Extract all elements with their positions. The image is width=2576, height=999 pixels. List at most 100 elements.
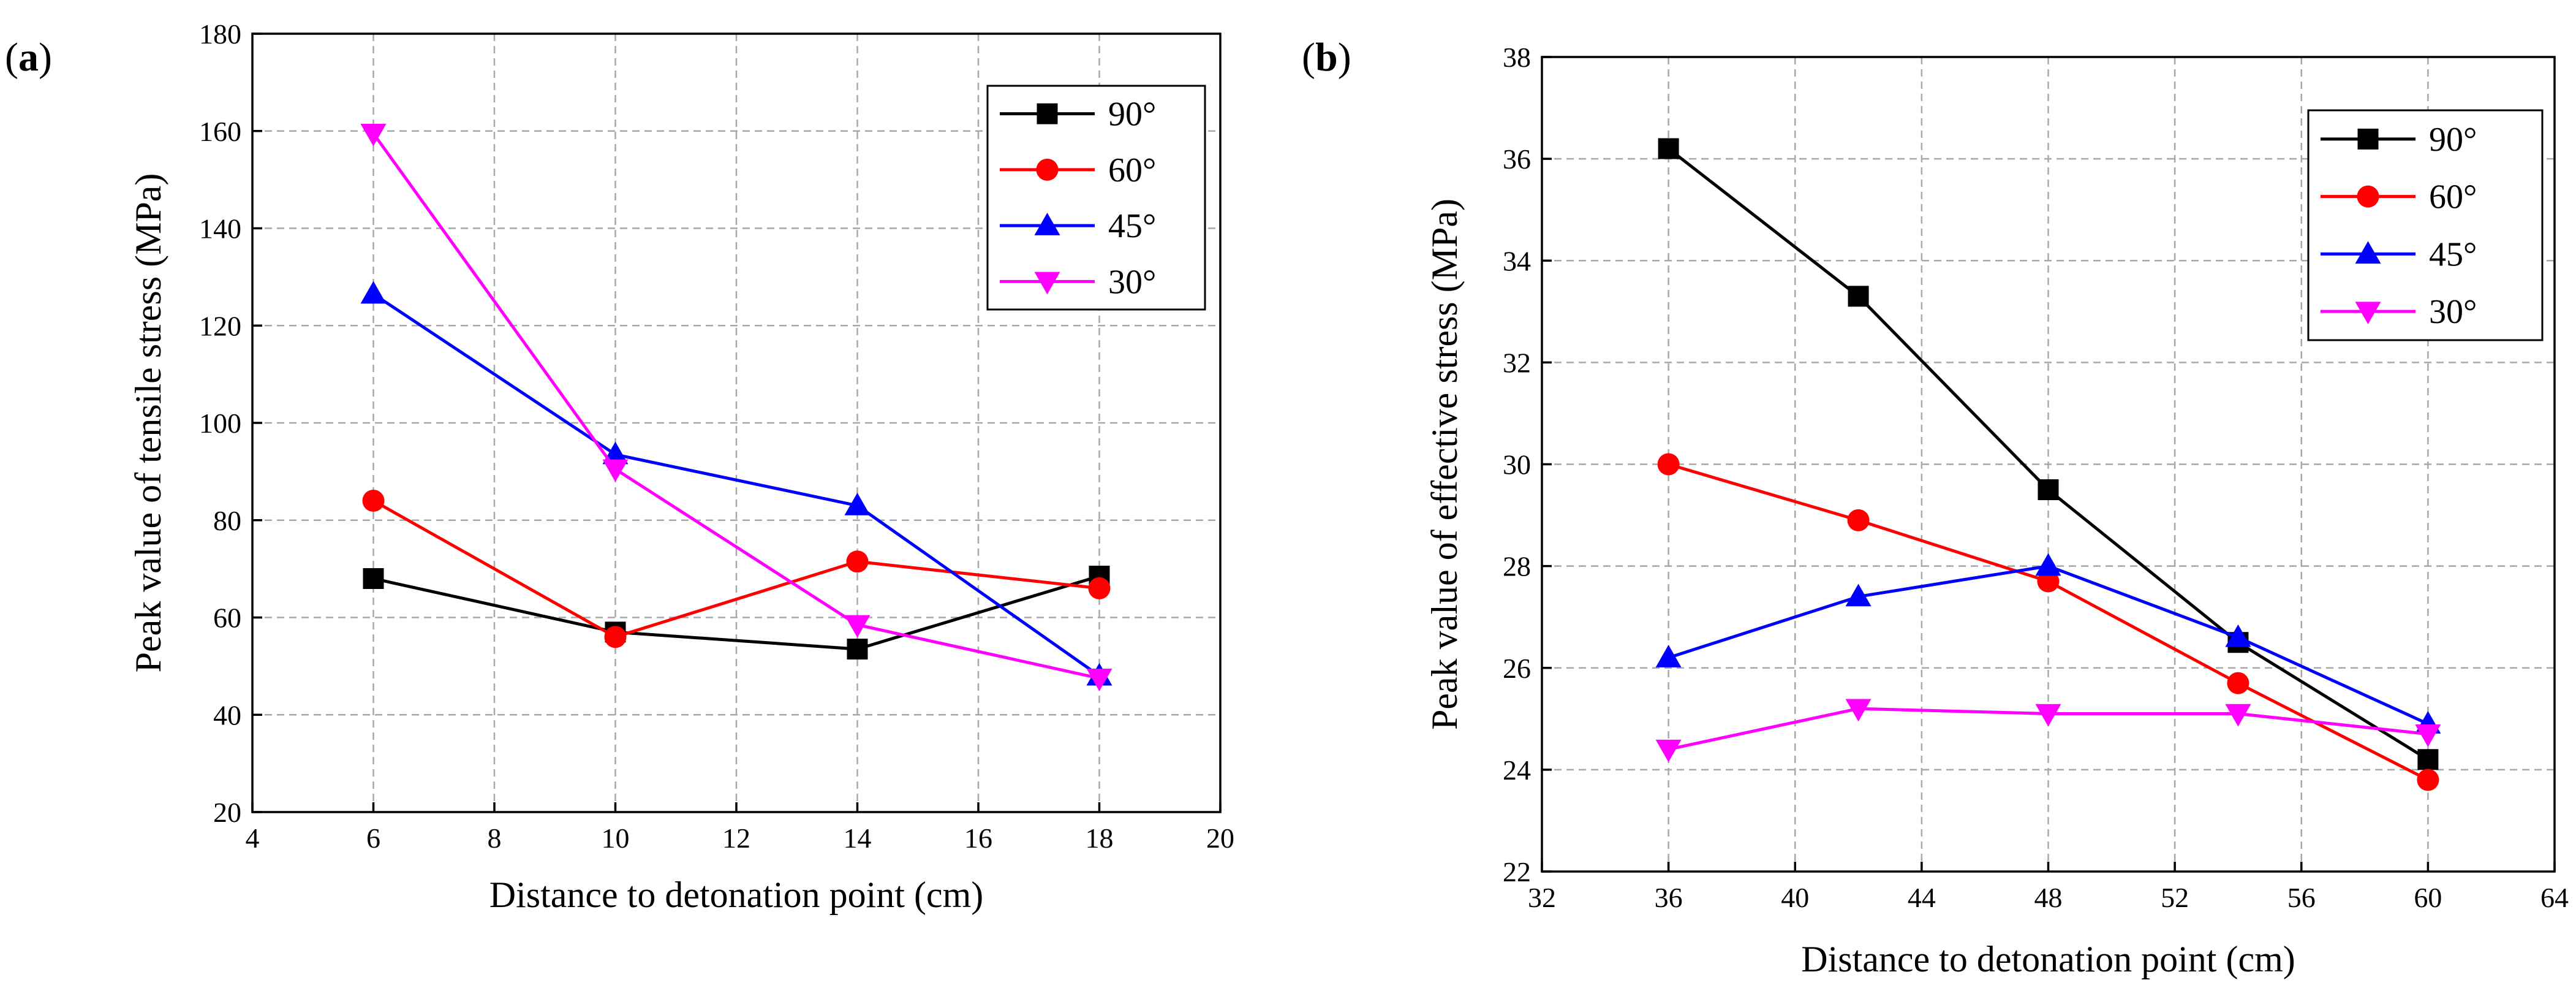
data-point — [360, 123, 387, 146]
legend: 90° 60° 45° 30° — [986, 85, 1206, 311]
x-tick-label: 40 — [1781, 882, 1809, 913]
data-point — [844, 615, 871, 638]
data-point — [2417, 769, 2439, 791]
legend-label: 30° — [2429, 293, 2477, 331]
x-tick-label: 48 — [2034, 882, 2063, 913]
data-point — [602, 459, 629, 482]
x-tick-label: 32 — [1528, 882, 1556, 913]
series-2 — [1655, 553, 2441, 734]
data-point — [847, 639, 868, 660]
x-axis-title: Distance to detonation point (cm) — [489, 875, 983, 915]
x-tick-label: 8 — [488, 822, 502, 854]
y-axis-title: Peak value of tensile stress (MPa) — [128, 173, 168, 673]
data-point — [2227, 672, 2249, 694]
y-tick-label: 160 — [199, 116, 241, 147]
y-tick-label: 34 — [1503, 245, 1531, 276]
legend-marker — [1036, 158, 1059, 181]
data-point — [2225, 704, 2251, 727]
x-tick-label: 14 — [844, 822, 872, 854]
x-tick-label: 12 — [722, 822, 750, 854]
y-tick-label: 22 — [1503, 856, 1531, 887]
x-tick-label: 10 — [602, 822, 630, 854]
legend: 90° 60° 45° 30° — [2307, 109, 2544, 341]
legend-item: 90° — [1000, 96, 1156, 134]
data-point — [1088, 577, 1111, 599]
x-tick-label: 20 — [1206, 822, 1234, 854]
data-point — [1658, 138, 1679, 159]
data-point — [604, 626, 627, 648]
legend-label: 90° — [2429, 121, 2477, 159]
data-point — [2225, 624, 2251, 647]
x-tick-label: 60 — [2414, 882, 2442, 913]
legend-item: 90° — [2321, 121, 2477, 159]
data-point — [1655, 739, 1682, 762]
data-point — [1845, 699, 1872, 722]
legend-label: 60° — [1108, 151, 1156, 189]
series-3 — [360, 123, 1112, 691]
y-tick-label: 120 — [199, 310, 241, 341]
panel-label: (b) — [1302, 35, 1351, 80]
y-tick-label: 100 — [199, 408, 241, 439]
panel-label: (a) — [5, 35, 52, 80]
y-tick-label: 140 — [199, 213, 241, 245]
y-tick-label: 180 — [199, 18, 241, 50]
data-point — [2415, 724, 2441, 747]
data-point — [2417, 749, 2439, 770]
x-tick-label: 56 — [2287, 882, 2316, 913]
y-tick-label: 80 — [213, 505, 241, 536]
legend-marker — [2357, 128, 2379, 150]
panel-label-letter: a — [18, 35, 39, 80]
panel-label-letter: b — [1315, 35, 1338, 80]
legend-label: 45° — [2429, 235, 2477, 273]
y-tick-label: 60 — [213, 602, 241, 634]
panel-label-open: ( — [1302, 35, 1315, 80]
data-point — [1655, 645, 1682, 667]
y-tick-label: 38 — [1503, 42, 1531, 73]
legend-item: 60° — [1000, 151, 1156, 189]
data-point — [846, 550, 869, 573]
x-axis: 32 36 40 44 48 52 56 60 64 — [1528, 862, 2569, 913]
x-axis-title: Distance to detonation point (cm) — [1801, 939, 2295, 979]
legend-label: 45° — [1108, 207, 1156, 245]
legend-item: 45° — [2321, 235, 2477, 273]
data-point — [1086, 668, 1112, 691]
legend-marker — [1037, 103, 1058, 124]
data-point — [360, 281, 387, 304]
y-tick-label: 40 — [213, 699, 241, 731]
legend-box — [2307, 109, 2544, 341]
legend-marker — [2355, 241, 2381, 264]
data-point — [1847, 509, 1870, 531]
legend-label: 30° — [1108, 263, 1156, 301]
y-tick-label: 26 — [1503, 653, 1531, 684]
x-tick-label: 36 — [1655, 882, 1683, 913]
y-axis-title: Peak value of effective stress (MPa) — [1424, 199, 1465, 730]
legend-label: 60° — [2429, 178, 2477, 216]
legend-item: 45° — [1000, 207, 1156, 245]
series-3 — [1655, 699, 2441, 762]
data-point — [362, 490, 385, 512]
x-tick-label: 6 — [366, 822, 380, 854]
data-point — [2038, 479, 2059, 501]
x-tick-label: 52 — [2161, 882, 2189, 913]
legend-marker — [2357, 185, 2379, 208]
panel-label-close: ) — [1338, 35, 1351, 80]
data-point — [363, 568, 384, 589]
data-point — [2035, 704, 2061, 727]
legend-item: 60° — [2321, 178, 2477, 216]
legend-item: 30° — [2321, 293, 2477, 331]
y-axis: 20 40 60 80 100 120 140 160 180 — [199, 18, 262, 828]
x-tick-label: 18 — [1086, 822, 1114, 854]
series-1 — [362, 490, 1111, 648]
x-tick-label: 16 — [964, 822, 992, 854]
x-tick-label: 64 — [2540, 882, 2569, 913]
panel-label-open: ( — [5, 35, 18, 80]
y-tick-label: 28 — [1503, 551, 1531, 582]
data-point — [2037, 570, 2060, 593]
legend-marker — [1034, 272, 1060, 295]
data-point — [1657, 453, 1680, 476]
panel-b: 32 36 40 44 48 52 56 60 64 22 24 26 28 30 32 34 36 38 Dist… — [1302, 35, 2569, 979]
y-tick-label: 32 — [1503, 347, 1531, 378]
data-point — [2035, 553, 2061, 576]
